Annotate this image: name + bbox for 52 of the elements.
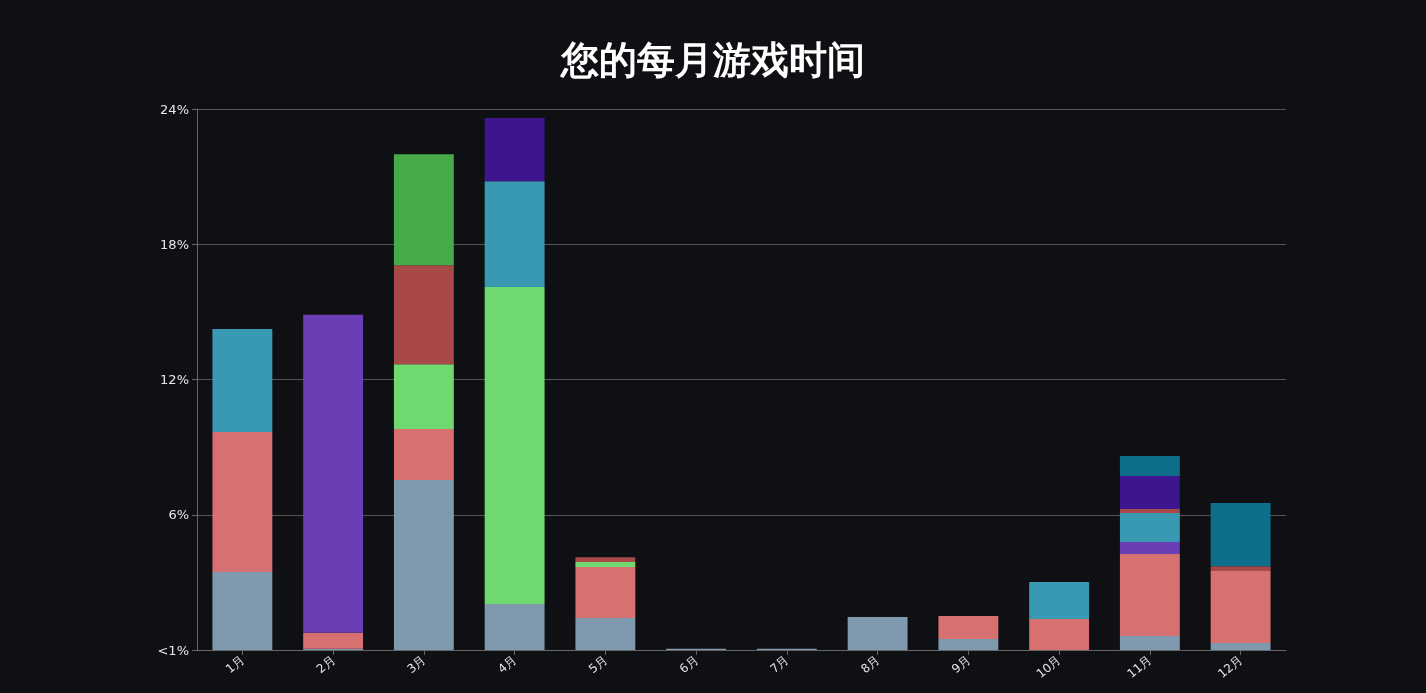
bar [212, 329, 273, 433]
bar [212, 572, 273, 650]
x-tick-label: 11月 [1124, 652, 1155, 681]
bar [938, 638, 999, 650]
x-tick-label: 4月 [495, 652, 520, 676]
bar [847, 617, 908, 650]
bar [575, 617, 636, 650]
bar [212, 432, 273, 573]
bar [575, 562, 636, 568]
bar [1119, 636, 1180, 650]
x-tick-label: 7月 [767, 652, 792, 676]
bar [1119, 475, 1180, 509]
bar [303, 632, 364, 649]
bar [575, 567, 636, 618]
bar [938, 615, 999, 639]
x-tick-label: 6月 [676, 652, 701, 676]
bar [1119, 455, 1180, 476]
bar [1210, 643, 1271, 650]
bar [393, 265, 454, 365]
y-tick-label: 18% [160, 236, 189, 252]
y-tick-label: <1% [157, 642, 189, 658]
x-tick-label: 1月 [222, 652, 247, 676]
y-tick-label: 12% [160, 372, 189, 387]
x-tick-label: 8月 [858, 652, 883, 676]
bar [1119, 553, 1180, 637]
bar [1119, 542, 1180, 554]
x-tick-label: 3月 [404, 652, 429, 676]
bar [1119, 508, 1180, 513]
x-tick-label: 10月 [1033, 652, 1064, 681]
y-tick-label: 24% [160, 101, 189, 117]
bar [393, 480, 454, 650]
bar [1029, 618, 1090, 650]
bar [1210, 503, 1271, 567]
x-tick-label: 9月 [948, 652, 973, 676]
bar [484, 118, 545, 182]
bar [393, 364, 454, 430]
chart-title: 您的每月游戏时间 [559, 38, 865, 82]
bar [1029, 581, 1090, 619]
bar [1119, 512, 1180, 543]
bar [575, 557, 636, 563]
bar [1210, 566, 1271, 572]
bar [393, 429, 454, 481]
x-tick-label: 12月 [1215, 652, 1246, 681]
x-tick-label: 2月 [313, 652, 338, 676]
bar [393, 154, 454, 266]
x-tick-label: 5月 [585, 652, 610, 676]
bar [1210, 571, 1271, 644]
y-tick-label: 6% [168, 507, 189, 523]
bar [484, 287, 545, 605]
bar [303, 314, 364, 633]
bar [484, 181, 545, 288]
bar [484, 604, 545, 650]
